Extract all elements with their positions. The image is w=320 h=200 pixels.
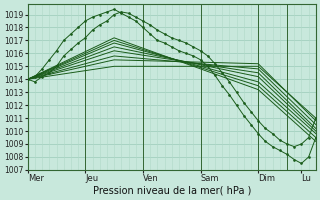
X-axis label: Pression niveau de la mer( hPa ): Pression niveau de la mer( hPa ) xyxy=(92,186,251,196)
